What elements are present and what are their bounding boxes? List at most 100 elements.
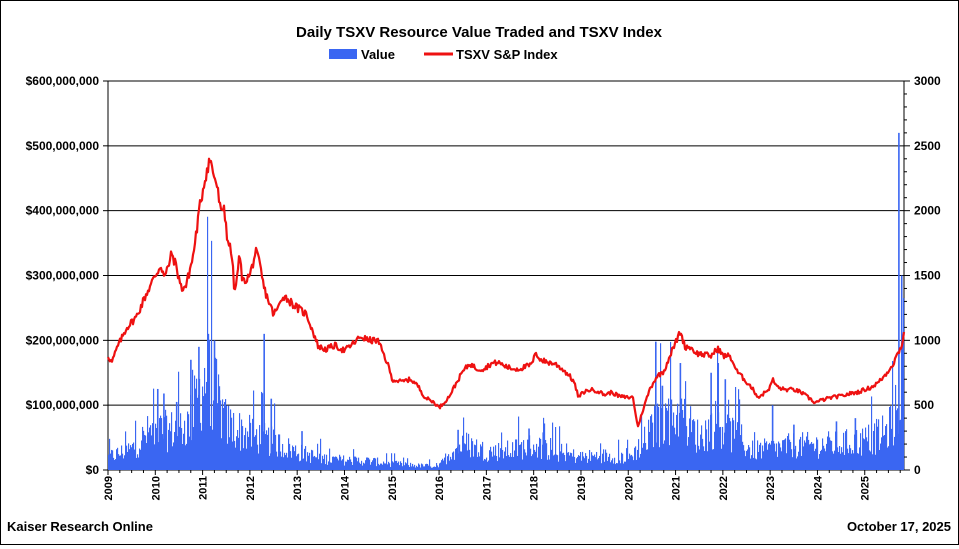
value-bar-299 bbox=[407, 458, 409, 470]
value-bar-614 bbox=[722, 426, 724, 470]
value-bar-393 bbox=[501, 432, 503, 470]
value-bar-352 bbox=[460, 451, 462, 470]
value-bar-135 bbox=[243, 448, 245, 470]
value-bar-470 bbox=[578, 455, 580, 470]
value-bar-178 bbox=[286, 452, 288, 470]
value-bar-644 bbox=[752, 440, 754, 470]
value-bar-431 bbox=[539, 437, 541, 470]
value-bar-450 bbox=[558, 461, 560, 470]
value-bar-673 bbox=[781, 451, 783, 470]
legend-value-swatch bbox=[329, 49, 357, 59]
value-bar-646 bbox=[754, 432, 756, 470]
x-tick-label-0: 2009 bbox=[103, 476, 115, 500]
value-bar-231 bbox=[339, 454, 341, 470]
value-bar-42 bbox=[150, 425, 152, 470]
value-bar-79 bbox=[187, 411, 189, 470]
value-bar-651 bbox=[759, 444, 761, 470]
value-bar-429 bbox=[537, 457, 539, 470]
value-bar-657 bbox=[765, 442, 767, 470]
value-bar-440 bbox=[548, 455, 550, 470]
value-bar-236 bbox=[344, 465, 346, 470]
value-bar-288 bbox=[396, 460, 398, 470]
value-bar-763 bbox=[871, 396, 873, 470]
value-bar-40 bbox=[148, 432, 150, 470]
value-spike-8 bbox=[270, 398, 273, 470]
value-bar-699 bbox=[807, 431, 809, 470]
value-spike-23 bbox=[898, 132, 900, 470]
value-bar-414 bbox=[522, 459, 524, 470]
value-bar-772 bbox=[880, 443, 882, 470]
value-bar-28 bbox=[136, 457, 138, 470]
value-bar-666 bbox=[774, 443, 776, 470]
x-tick-label-6: 2015 bbox=[387, 476, 399, 500]
value-bar-719 bbox=[827, 436, 829, 470]
value-bar-151 bbox=[259, 425, 261, 470]
value-bar-330 bbox=[438, 467, 440, 470]
value-bar-297 bbox=[405, 462, 407, 470]
value-bar-538 bbox=[646, 449, 648, 470]
value-bar-201 bbox=[309, 452, 311, 470]
value-bar-627 bbox=[735, 386, 737, 470]
value-bar-456 bbox=[564, 455, 566, 470]
value-bar-38 bbox=[146, 443, 148, 470]
value-bar-509 bbox=[617, 463, 619, 470]
value-bar-386 bbox=[494, 455, 496, 470]
value-bar-32 bbox=[140, 449, 142, 470]
value-bar-149 bbox=[257, 444, 259, 470]
value-bar-223 bbox=[331, 462, 333, 470]
value-bar-344 bbox=[452, 452, 454, 470]
x-tick-label-7: 2016 bbox=[434, 476, 446, 500]
value-bar-505 bbox=[613, 463, 615, 470]
value-bar-432 bbox=[540, 438, 542, 470]
value-bar-582 bbox=[690, 406, 692, 470]
value-bar-586 bbox=[694, 421, 696, 470]
value-bar-109 bbox=[217, 403, 219, 470]
value-bar-76 bbox=[184, 420, 186, 470]
value-bar-765 bbox=[873, 430, 875, 470]
value-bar-180 bbox=[288, 438, 290, 470]
left-axis: $0 $100,000,000 $200,000,000 $300,000,000 $4… bbox=[26, 74, 108, 477]
value-bar-147 bbox=[255, 435, 257, 470]
value-bar-230 bbox=[338, 460, 340, 470]
value-spike-12 bbox=[542, 432, 545, 470]
value-bar-54 bbox=[162, 434, 164, 470]
x-tick-label-12: 2021 bbox=[671, 476, 683, 500]
value-bar-785 bbox=[893, 445, 895, 470]
value-bar-27 bbox=[135, 420, 137, 470]
value-bar-265 bbox=[373, 458, 375, 470]
value-bar-263 bbox=[371, 462, 373, 470]
value-bar-544 bbox=[652, 422, 654, 470]
value-bar-496 bbox=[604, 461, 606, 470]
value-bar-771 bbox=[879, 449, 881, 470]
value-bar-723 bbox=[831, 440, 833, 470]
value-bar-374 bbox=[482, 441, 484, 470]
left-tick-label-5: $500,000,000 bbox=[26, 139, 100, 153]
value-bar-177 bbox=[285, 455, 287, 470]
value-bar-677 bbox=[785, 438, 787, 470]
value-bar-402 bbox=[510, 453, 512, 470]
value-bar-735 bbox=[843, 432, 845, 470]
value-bar-537 bbox=[645, 442, 647, 470]
value-bar-587 bbox=[695, 444, 697, 470]
value-bar-407 bbox=[515, 439, 517, 470]
value-bar-636 bbox=[744, 450, 746, 470]
value-bar-792 bbox=[900, 419, 902, 470]
value-bar-594 bbox=[702, 438, 704, 470]
value-bar-351 bbox=[459, 444, 461, 470]
value-bar-305 bbox=[413, 466, 415, 470]
value-bar-77 bbox=[185, 445, 187, 470]
value-bar-347 bbox=[455, 448, 457, 470]
value-bar-654 bbox=[762, 445, 764, 470]
value-bar-220 bbox=[328, 461, 330, 470]
value-bar-678 bbox=[786, 453, 788, 470]
x-tick-label-8: 2017 bbox=[481, 476, 493, 500]
value-bar-121 bbox=[229, 437, 231, 470]
value-bar-382 bbox=[490, 446, 492, 470]
value-bar-105 bbox=[213, 400, 215, 470]
value-bar-363 bbox=[471, 438, 473, 470]
value-bar-753 bbox=[861, 455, 863, 470]
value-bar-167 bbox=[275, 434, 277, 470]
value-bar-511 bbox=[619, 460, 621, 470]
right-tick-label-2: 1000 bbox=[914, 333, 941, 347]
